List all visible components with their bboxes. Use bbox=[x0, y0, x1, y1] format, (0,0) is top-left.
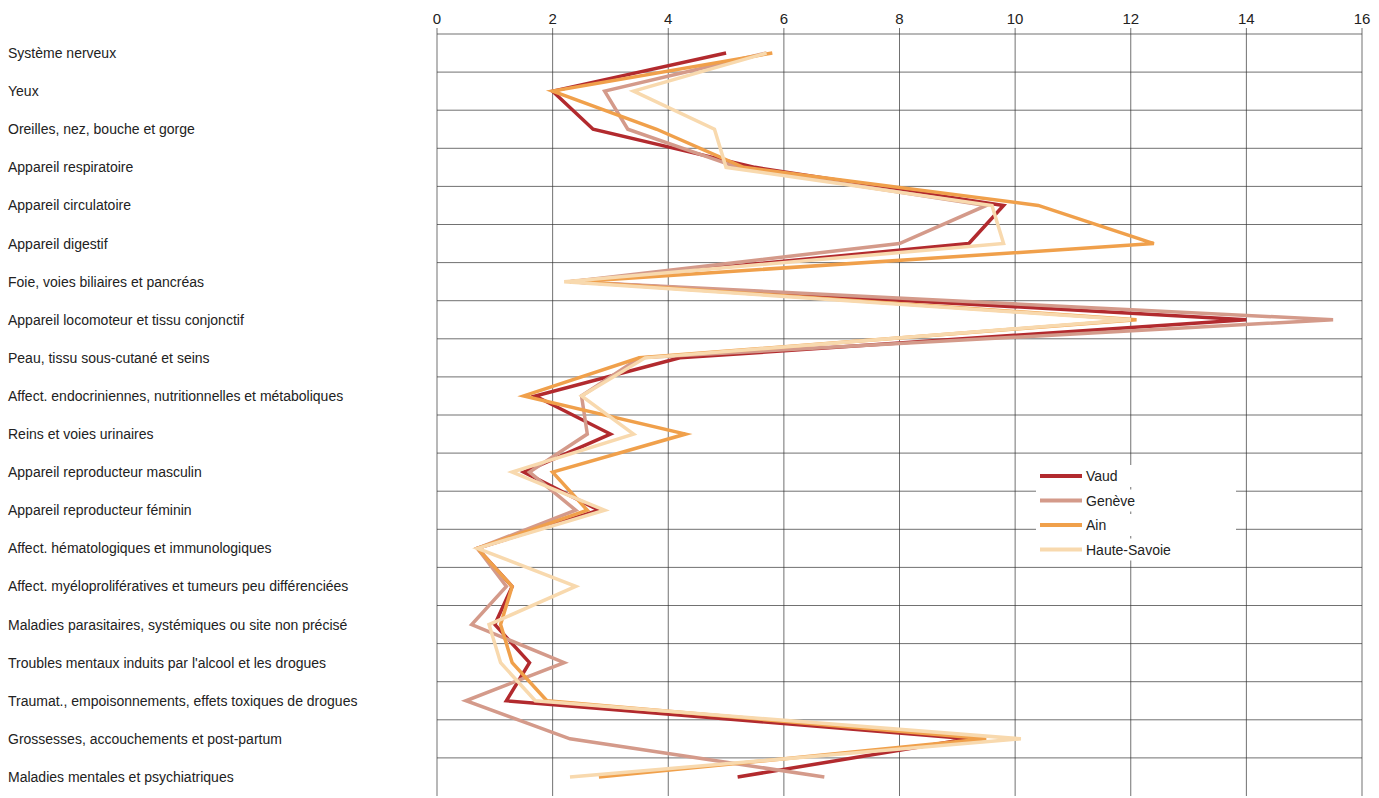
category-label: Maladies parasitaires, systémiques ou si… bbox=[8, 617, 347, 633]
legend-label: Genève bbox=[1086, 493, 1135, 509]
grid-line bbox=[1015, 34, 1016, 796]
tick-label: 14 bbox=[1238, 10, 1255, 27]
grid-line bbox=[899, 34, 900, 796]
legend-label: Haute-Savoie bbox=[1086, 542, 1171, 558]
tick-mark bbox=[668, 28, 669, 34]
legend: Vaud Genève Ain Haute-Savoie bbox=[1036, 465, 1236, 561]
series-line bbox=[477, 53, 1153, 777]
tick-mark bbox=[783, 28, 784, 34]
legend-swatch bbox=[1040, 499, 1082, 503]
category-label: Maladies mentales et psychiatriques bbox=[8, 769, 234, 785]
tick-label: 16 bbox=[1354, 10, 1371, 27]
tick-label: 2 bbox=[548, 10, 556, 27]
tick-mark bbox=[552, 28, 553, 34]
grid-line bbox=[783, 34, 784, 796]
tick-label: 6 bbox=[780, 10, 788, 27]
category-label: Appareil respiratoire bbox=[8, 159, 133, 175]
tick-label: 12 bbox=[1122, 10, 1139, 27]
tick-mark bbox=[899, 28, 900, 34]
grid-line bbox=[1130, 34, 1131, 796]
tick-label: 8 bbox=[895, 10, 903, 27]
category-label: Yeux bbox=[8, 83, 39, 99]
legend-background bbox=[1036, 465, 1236, 487]
grid-line bbox=[1362, 34, 1363, 796]
tick-label: 0 bbox=[433, 10, 441, 27]
tick-label: 10 bbox=[1007, 10, 1024, 27]
category-label: Appareil reproducteur masculin bbox=[8, 464, 202, 480]
legend-background bbox=[1036, 514, 1236, 536]
category-label: Système nerveux bbox=[8, 45, 116, 61]
tick-label: 4 bbox=[664, 10, 672, 27]
category-label: Affect. myéloprolifératives et tumeurs p… bbox=[8, 578, 348, 594]
legend-label: Ain bbox=[1086, 517, 1106, 533]
grid-line bbox=[1246, 34, 1247, 796]
axis-line bbox=[437, 34, 1362, 35]
chart: 0 2 4 6 8 10 12 14 16 Système nerveux Yeux Oreilles… bbox=[0, 0, 1379, 798]
category-label: Peau, tissu sous-cutané et seins bbox=[8, 350, 210, 366]
category-label: Reins et voies urinaires bbox=[8, 426, 154, 442]
grid bbox=[437, 28, 1362, 796]
category-label: Traumat., empoisonnements, effets toxiqu… bbox=[8, 693, 357, 709]
category-label: Oreilles, nez, bouche et gorge bbox=[8, 121, 195, 137]
series-line bbox=[477, 53, 1130, 777]
category-label: Affect. hématologiques et immunologiques bbox=[8, 540, 272, 556]
category-label: Foie, voies biliaires et pancréas bbox=[8, 274, 204, 290]
legend-swatch bbox=[1040, 548, 1082, 552]
category-label: Appareil circulatoire bbox=[8, 197, 131, 213]
tick-mark bbox=[1130, 28, 1131, 34]
category-label: Affect. endocriniennes, nutritionnelles … bbox=[8, 388, 343, 404]
tick-mark bbox=[1015, 28, 1016, 34]
category-label: Appareil digestif bbox=[8, 236, 108, 252]
category-label: Appareil locomoteur et tissu conjonctif bbox=[8, 312, 244, 328]
tick-mark bbox=[437, 28, 438, 34]
category-label: Grossesses, accouchements et post-partum bbox=[8, 731, 282, 747]
grid-line bbox=[552, 34, 553, 796]
legend-label: Vaud bbox=[1086, 468, 1118, 484]
legend-swatch bbox=[1040, 474, 1082, 478]
category-label: Troubles mentaux induits par l'alcool et… bbox=[8, 655, 326, 671]
series-group bbox=[466, 53, 1333, 777]
tick-mark bbox=[1362, 28, 1363, 34]
legend-background bbox=[1036, 539, 1236, 561]
legend-swatch bbox=[1040, 523, 1082, 527]
series-line bbox=[477, 53, 1246, 777]
grid-line bbox=[437, 34, 438, 796]
legend-background bbox=[1036, 490, 1236, 512]
tick-mark bbox=[1246, 28, 1247, 34]
category-label: Appareil reproducteur féminin bbox=[8, 502, 192, 518]
series-line bbox=[466, 53, 1333, 777]
